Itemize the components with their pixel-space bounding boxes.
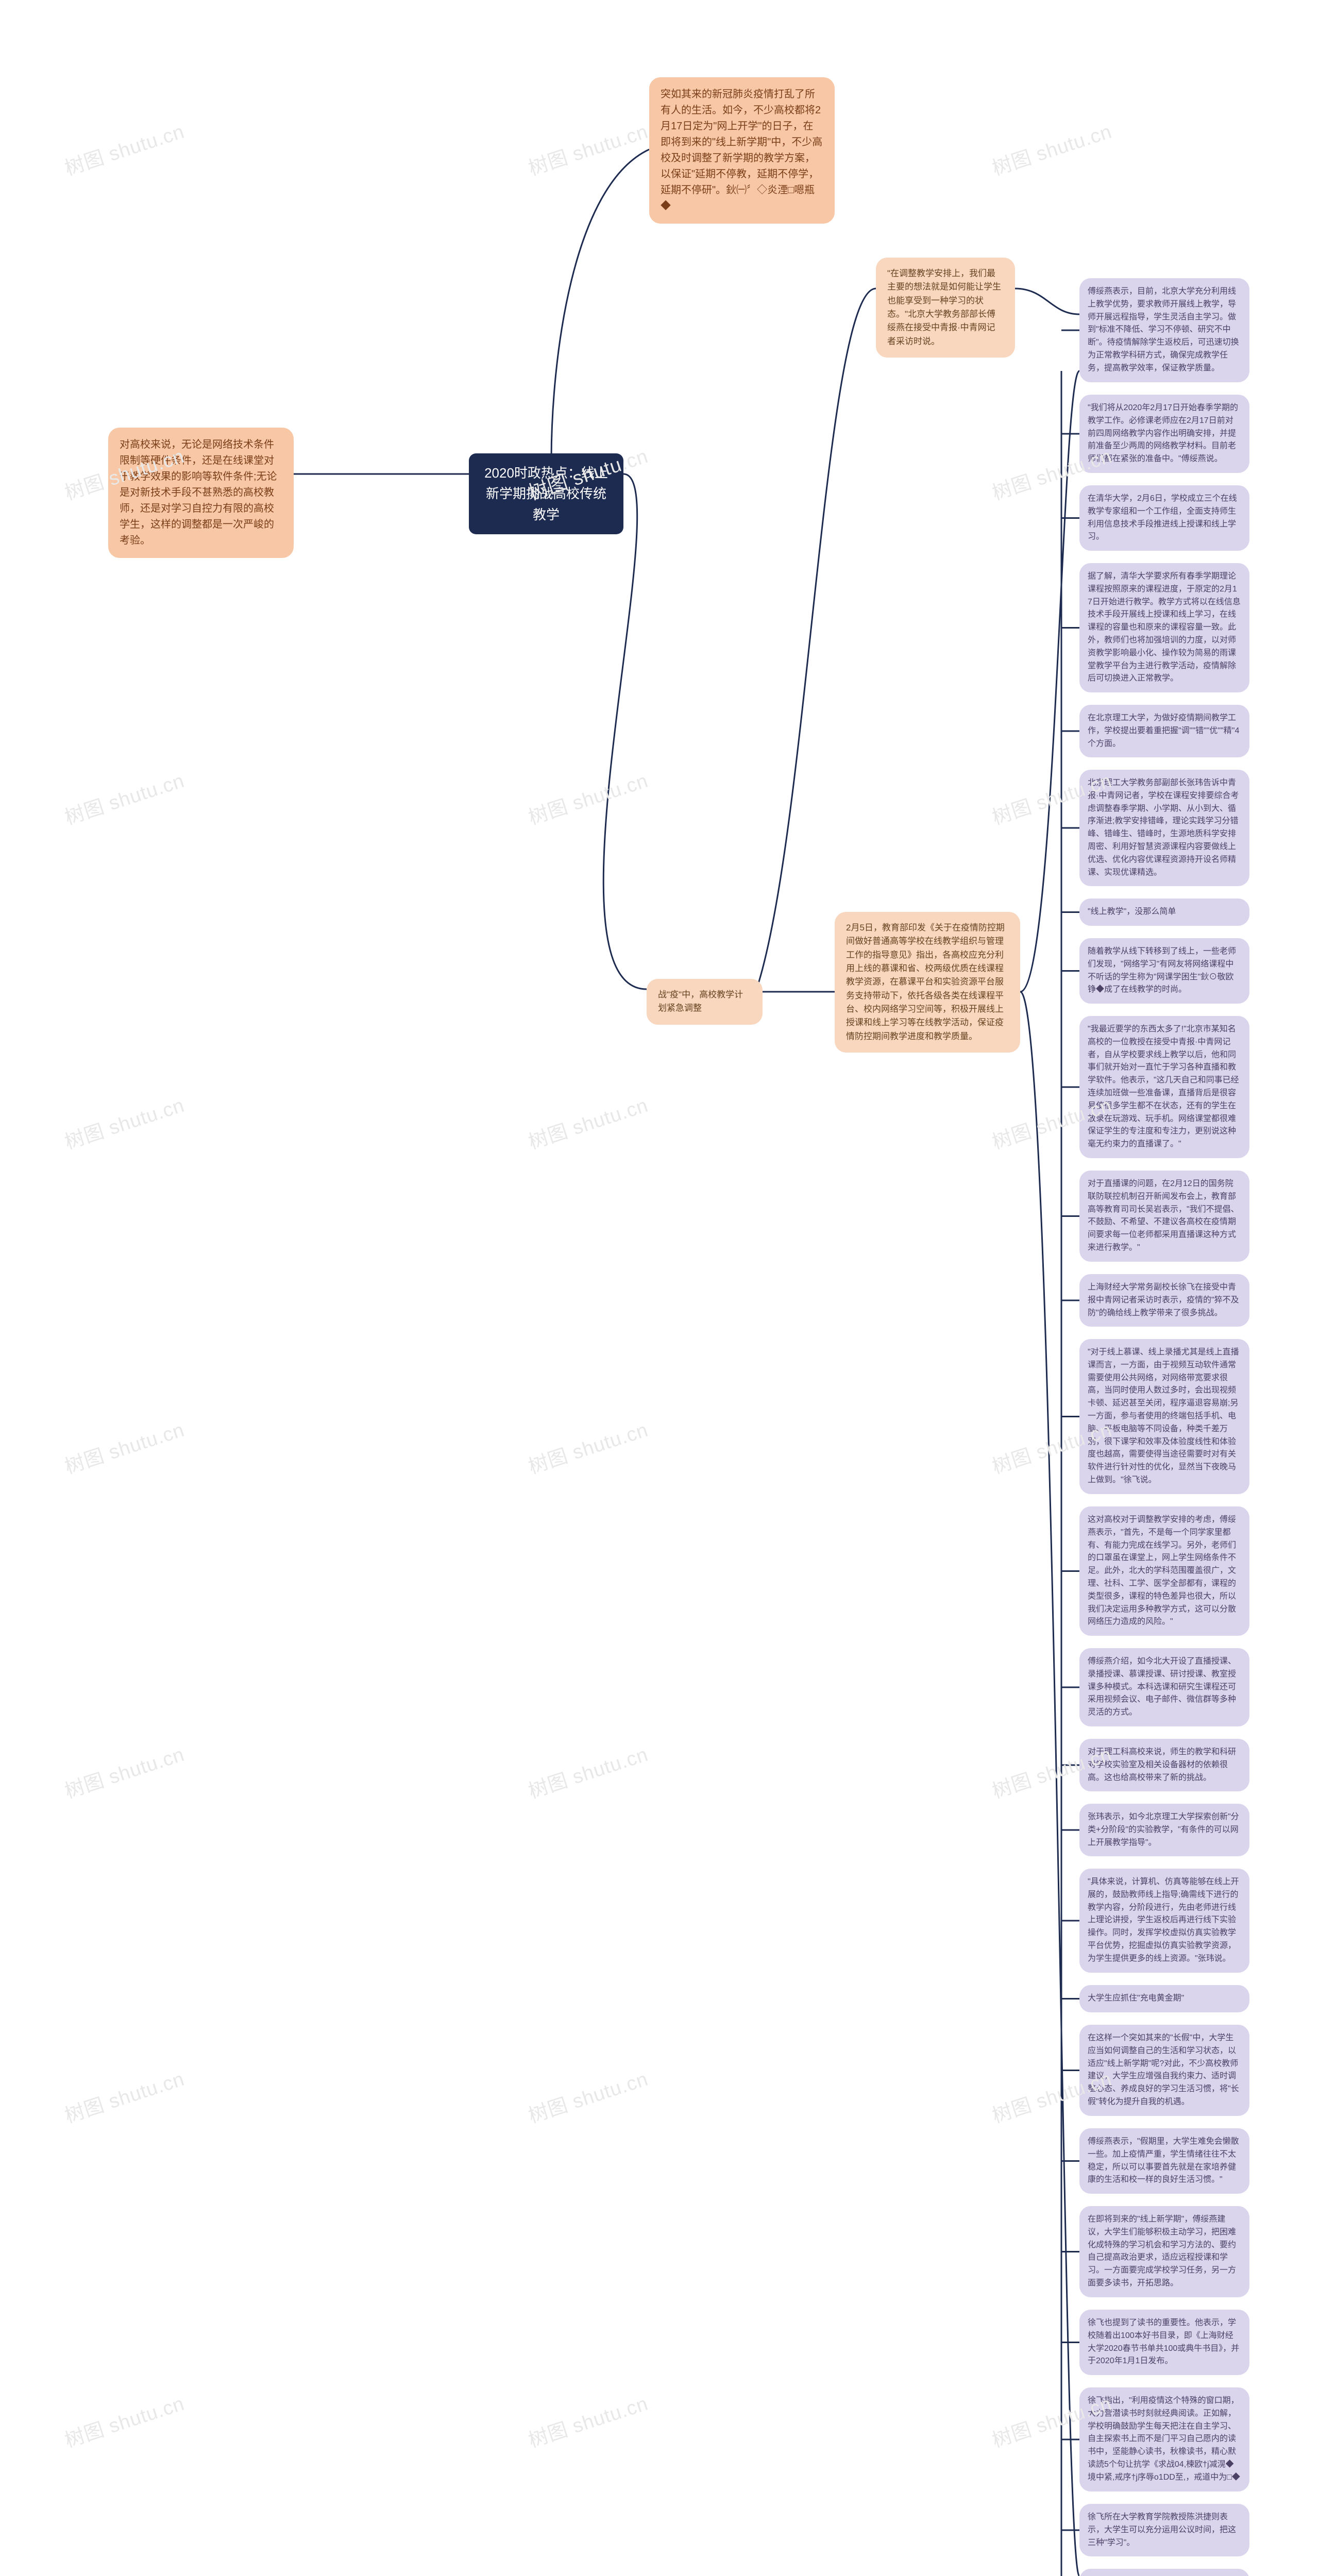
detail-text: 北京理工大学教务部副部长张玮告诉中青报·中青网记者，学校在课程安排要综合考虑调整… (1088, 778, 1239, 877)
watermark: 树图 shutu.cn (524, 115, 651, 181)
watermark: 树图 shutu.cn (60, 115, 187, 181)
watermark: 树图 shutu.cn (524, 765, 651, 830)
detail-text: 傅绥燕表示，"假期里，大学生难免会懒散一些。加上疫情严重，学生情绪往往不太稳定，… (1088, 2137, 1239, 2184)
root-label: 2020时政热点：线上新学期挑战高校传统教学 (484, 465, 608, 522)
watermark: 树图 shutu.cn (524, 1414, 651, 1479)
detail-node[interactable]: 徐飞指出，"利用疫情这个特殊的窗口期，大力营潜读书时刻就经典阅读。正如解，学校明… (1079, 2387, 1249, 2492)
detail-node[interactable]: 这对高校对于调整教学安排的考虑，傅绥燕表示，"首先，不是每一个同学家里都有、有能… (1079, 1506, 1249, 1636)
watermark: 树图 shutu.cn (524, 1089, 651, 1155)
detail-text: "我们将从2020年2月17日开始春季学期的教学工作。必修课老师应在2月17日前… (1088, 403, 1238, 463)
watermark: 树图 shutu.cn (988, 115, 1114, 181)
detail-text: 徐飞指出，"利用疫情这个特殊的窗口期，大力营潜读书时刻就经典阅读。正如解，学校明… (1088, 2396, 1240, 2482)
left-context-node[interactable]: 对高校来说，无论是网络技术条件限制等硬件条件，还是在线课堂对于教学效果的影响等软… (108, 428, 294, 558)
left-context-text: 对高校来说，无论是网络技术条件限制等硬件条件，还是在线课堂对于教学效果的影响等软… (120, 439, 277, 546)
detail-node[interactable]: "我们将从2020年2月17日开始春季学期的教学工作。必修课老师应在2月17日前… (1079, 395, 1249, 473)
detail-text: 对于理工科高校来说，师生的教学和科研对学校实验室及相关设备器材的依赖很高。这也给… (1088, 1748, 1236, 1782)
detail-node[interactable]: 在清华大学，2月6日，学校成立三个在线教学专家组和一个工作组，全面支持师生利用信… (1079, 485, 1249, 551)
detail-node[interactable]: 大学生应抓住"充电黄金期" (1079, 1985, 1249, 2012)
detail-node[interactable]: 傅绥燕表示，"假期里，大学生难免会懒散一些。加上疫情严重，学生情绪往往不太稳定，… (1079, 2128, 1249, 2194)
watermark: 树图 shutu.cn (60, 765, 187, 830)
watermark: 树图 shutu.cn (60, 2063, 187, 2128)
detail-node[interactable]: "我最近要学的东西太多了!"北京市某知名高校的一位教授在接受中青报·中青网记者，… (1079, 1016, 1249, 1158)
detail-text: 这对高校对于调整教学安排的考虑，傅绥燕表示，"首先，不是每一个同学家里都有、有能… (1088, 1515, 1236, 1626)
detail-node[interactable]: 在北京理工大学，为做好疫情期间教学工作，学校提出要着重把握"调""错""优""精… (1079, 705, 1249, 757)
lead-quote-text: "在调整教学安排上，我们最主要的想法就是如何能让学生也能享受到一种学习的状态。"… (887, 268, 1001, 346)
detail-node[interactable]: 徐飞所在大学教育学院教授陈洪捷则表示，大学生可以充分运用公议时间，把这三种"学习… (1079, 2504, 1249, 2556)
watermark: 树图 shutu.cn (60, 2387, 187, 2453)
sub-lead-node[interactable]: 2月5日，教育部印发《关于在疫情防控期间做好普通高等学校在线教学组织与管理工作的… (835, 912, 1020, 1053)
detail-node[interactable]: 在即将到来的"线上新学期"，傅绥燕建议，大学生们能够积极主动学习，把困难化成特殊… (1079, 2206, 1249, 2297)
detail-text: "对于线上慕课、线上录播尤其是线上直播课而言，一方面，由于视频互动软件通常需要使… (1088, 1348, 1239, 1484)
detail-text: 大学生应抓住"充电黄金期" (1088, 1994, 1184, 2003)
detail-text: 傅绥燕表示，目前，北京大学充分利用线上教学优势，要求教师开展线上教学，导师开展远… (1088, 287, 1239, 372)
detail-text: 傅绥燕介绍，如今北大开设了直播授课、录播授课、慕课授课、研讨授课、教室授课多种模… (1088, 1657, 1236, 1717)
detail-text: 徐飞所在大学教育学院教授陈洪捷则表示，大学生可以充分运用公议时间，把这三种"学习… (1088, 2513, 1236, 2547)
intro-node[interactable]: 突如其来的新冠肺炎疫情打乱了所有人的生活。如今，不少高校都将2月17日定为"网上… (649, 77, 835, 224)
detail-node[interactable]: 在这样一个突如其来的"长假"中，大学生应当如何调整自己的生活和学习状态，以适应"… (1079, 2025, 1249, 2116)
lead-quote-node[interactable]: "在调整教学安排上，我们最主要的想法就是如何能让学生也能享受到一种学习的状态。"… (876, 258, 1015, 358)
detail-node[interactable]: 北京理工大学教务部副部长张玮告诉中青报·中青网记者，学校在课程安排要综合考虑调整… (1079, 770, 1249, 886)
detail-node[interactable]: "具体来说，计算机、仿真等能够在线上开展的，鼓励教师线上指导;确需线下进行的教学… (1079, 1869, 1249, 1973)
watermark: 树图 shutu.cn (60, 1089, 187, 1155)
detail-text: 张玮表示，如今北京理工大学探索创新"分类+分阶段"的实验教学，"有条件的可以网上… (1088, 1812, 1239, 1847)
detail-text: 上海财经大学常务副校长徐飞在接受中青报中青网记者采访时表示，疫情的"猝不及防"的… (1088, 1283, 1239, 1317)
detail-text: 对于直播课的问题，在2月12日的国务院联防联控机制召开新闻发布会上，教育部高等教… (1088, 1179, 1239, 1252)
detail-text: 在清华大学，2月6日，学校成立三个在线教学专家组和一个工作组，全面支持师生利用信… (1088, 494, 1237, 541)
detail-text: 据了解，清华大学要求所有春季学期理论课程按照原来的课程进度，于原定的2月17日开… (1088, 572, 1241, 683)
detail-node[interactable]: 傅绥燕介绍，如今北大开设了直播授课、录播授课、慕课授课、研讨授课、教室授课多种模… (1079, 1648, 1249, 1726)
watermark: 树图 shutu.cn (524, 2387, 651, 2453)
detail-text: 徐飞也提到了读书的重要性。他表示，学校随着出100本好书目录，即《上海财经大学2… (1088, 2318, 1239, 2365)
detail-node[interactable]: 对于理工科高校来说，师生的教学和科研对学校实验室及相关设备器材的依赖很高。这也给… (1079, 1739, 1249, 1791)
detail-node[interactable]: 随着教学从线下转移到了线上，一些老师们发现，"网络学习"有网友将网络课程中不听话… (1079, 938, 1249, 1004)
watermark: 树图 shutu.cn (60, 1414, 187, 1479)
detail-node[interactable]: "一是专业学习，同学们可以利用这段时间进行理论补充，专业积累;二是深技能学习，例… (1079, 2569, 1249, 2576)
detail-node[interactable]: 对于直播课的问题，在2月12日的国务院联防联控机制召开新闻发布会上，教育部高等教… (1079, 1171, 1249, 1262)
detail-text: "线上教学"，没那么简单 (1088, 907, 1176, 916)
detail-node[interactable]: 徐飞也提到了读书的重要性。他表示，学校随着出100本好书目录，即《上海财经大学2… (1079, 2310, 1249, 2375)
root-node[interactable]: 2020时政热点：线上新学期挑战高校传统教学 (469, 453, 623, 534)
detail-node[interactable]: 傅绥燕表示，目前，北京大学充分利用线上教学优势，要求教师开展线上教学，导师开展远… (1079, 278, 1249, 382)
detail-node[interactable]: 上海财经大学常务副校长徐飞在接受中青报中青网记者采访时表示，疫情的"猝不及防"的… (1079, 1274, 1249, 1327)
watermark: 树图 shutu.cn (524, 1738, 651, 1804)
detail-text: 在这样一个突如其来的"长假"中，大学生应当如何调整自己的生活和学习状态，以适应"… (1088, 2033, 1239, 2106)
detail-node[interactable]: "对于线上慕课、线上录播尤其是线上直播课而言，一方面，由于视频互动软件通常需要使… (1079, 1339, 1249, 1494)
intro-text: 突如其来的新冠肺炎疫情打乱了所有人的生活。如今，不少高校都将2月17日定为"网上… (661, 89, 822, 212)
detail-node[interactable]: 张玮表示，如今北京理工大学探索创新"分类+分阶段"的实验教学，"有条件的可以网上… (1079, 1804, 1249, 1856)
section-label: 战"疫"中，高校教学计划紧急调整 (658, 990, 743, 1013)
detail-text: "我最近要学的东西太多了!"北京市某知名高校的一位教授在接受中青报·中青网记者，… (1088, 1025, 1239, 1148)
detail-node[interactable]: 据了解，清华大学要求所有春季学期理论课程按照原来的课程进度，于原定的2月17日开… (1079, 563, 1249, 692)
detail-node[interactable]: "线上教学"，没那么简单 (1079, 899, 1249, 926)
detail-text: 在即将到来的"线上新学期"，傅绥燕建议，大学生们能够积极主动学习，把困难化成特殊… (1088, 2215, 1236, 2287)
detail-text: 随着教学从线下转移到了线上，一些老师们发现，"网络学习"有网友将网络课程中不听话… (1088, 947, 1236, 994)
watermark: 树图 shutu.cn (524, 2063, 651, 2128)
section-node[interactable]: 战"疫"中，高校教学计划紧急调整 (647, 979, 763, 1025)
watermark: 树图 shutu.cn (60, 1738, 187, 1804)
sub-lead-text: 2月5日，教育部印发《关于在疫情防控期间做好普通高等学校在线教学组织与管理工作的… (846, 923, 1005, 1041)
detail-text: "具体来说，计算机、仿真等能够在线上开展的，鼓励教师线上指导;确需线下进行的教学… (1088, 1877, 1239, 1963)
detail-text: 在北京理工大学，为做好疫情期间教学工作，学校提出要着重把握"调""错""优""精… (1088, 714, 1239, 748)
